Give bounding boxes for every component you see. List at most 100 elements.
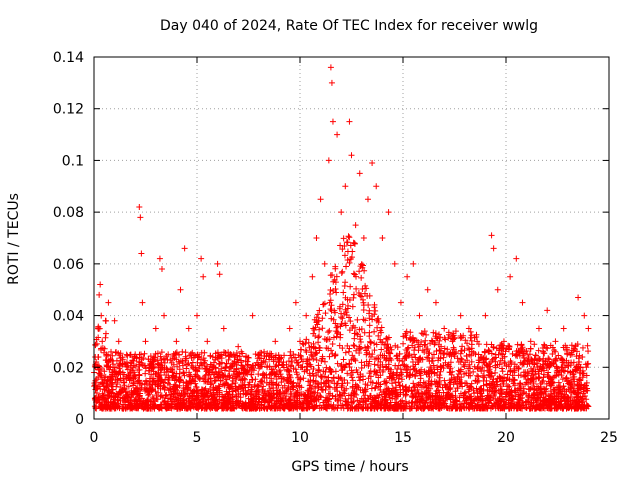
data-point xyxy=(117,377,124,384)
data-point xyxy=(526,351,533,358)
data-point xyxy=(461,347,468,354)
data-point xyxy=(202,372,209,379)
data-point xyxy=(303,312,310,319)
data-point xyxy=(462,337,469,344)
data-point xyxy=(342,401,349,408)
data-point xyxy=(326,365,333,372)
data-point xyxy=(111,317,118,324)
data-point xyxy=(144,384,151,391)
data-point xyxy=(235,384,242,391)
data-point xyxy=(545,392,552,399)
data-point xyxy=(308,395,315,402)
data-point xyxy=(115,338,122,345)
data-point xyxy=(310,330,317,337)
data-point xyxy=(337,334,344,341)
data-point xyxy=(538,390,545,397)
data-point xyxy=(494,286,501,293)
data-point xyxy=(350,294,357,301)
data-point xyxy=(346,234,353,241)
data-point xyxy=(249,388,256,395)
data-point xyxy=(403,373,410,380)
data-point xyxy=(375,319,382,326)
data-point xyxy=(279,384,286,391)
data-point xyxy=(555,379,562,386)
data-point xyxy=(187,350,194,357)
data-point xyxy=(436,389,443,396)
data-point xyxy=(235,402,242,409)
data-point xyxy=(475,351,482,358)
data-point xyxy=(170,385,177,392)
data-point xyxy=(378,339,385,346)
data-point xyxy=(117,362,124,369)
data-point xyxy=(342,349,349,356)
data-point xyxy=(351,240,358,247)
data-point xyxy=(188,355,195,361)
data-point xyxy=(377,381,384,388)
data-point xyxy=(223,376,230,383)
data-point xyxy=(559,356,566,363)
data-point xyxy=(356,326,363,333)
data-point xyxy=(202,378,209,385)
data-point xyxy=(404,345,411,352)
data-point xyxy=(227,351,234,358)
data-point xyxy=(278,379,285,386)
data-point xyxy=(223,360,230,367)
data-point xyxy=(313,372,320,379)
data-point xyxy=(334,329,341,336)
data-point xyxy=(147,353,154,360)
data-point xyxy=(490,392,497,399)
data-point xyxy=(188,362,195,369)
data-point xyxy=(214,260,221,267)
data-point xyxy=(224,373,231,380)
data-point xyxy=(326,327,333,334)
data-point xyxy=(292,299,299,306)
data-point xyxy=(549,351,556,358)
data-point xyxy=(339,246,346,253)
data-point xyxy=(303,336,310,343)
data-point xyxy=(179,348,186,355)
data-point xyxy=(319,315,326,322)
data-point xyxy=(172,394,179,401)
data-point xyxy=(297,364,304,371)
data-point xyxy=(124,362,131,369)
data-point xyxy=(403,334,410,341)
data-point xyxy=(424,286,431,293)
data-point xyxy=(496,361,503,368)
data-point xyxy=(298,346,305,353)
data-point xyxy=(471,390,478,397)
data-point xyxy=(525,354,532,361)
data-point xyxy=(359,405,366,412)
data-point xyxy=(103,362,110,369)
data-point xyxy=(230,371,237,378)
data-point xyxy=(339,268,346,275)
data-point xyxy=(245,354,252,361)
data-point xyxy=(127,374,134,381)
data-point xyxy=(350,398,357,405)
data-point xyxy=(322,397,329,404)
data-point xyxy=(313,314,320,321)
data-point xyxy=(289,358,296,365)
data-point xyxy=(346,118,353,125)
data-point xyxy=(96,399,103,406)
data-point xyxy=(410,380,417,387)
data-point xyxy=(465,325,472,332)
data-point xyxy=(429,357,436,364)
data-point xyxy=(468,341,475,348)
data-point xyxy=(421,349,428,356)
data-point xyxy=(273,376,280,383)
data-point xyxy=(330,334,337,341)
data-point xyxy=(474,363,481,370)
data-point xyxy=(272,363,279,370)
data-point xyxy=(389,374,396,381)
y-axis-label: ROTI / TECUs xyxy=(6,193,22,285)
data-point xyxy=(334,360,341,367)
data-point xyxy=(541,342,548,349)
data-point xyxy=(297,352,304,359)
data-point xyxy=(359,373,366,380)
data-point xyxy=(382,380,389,387)
data-point xyxy=(441,325,448,332)
data-point xyxy=(383,400,390,407)
data-point xyxy=(157,393,164,400)
data-point xyxy=(491,388,498,395)
data-point xyxy=(415,381,422,388)
